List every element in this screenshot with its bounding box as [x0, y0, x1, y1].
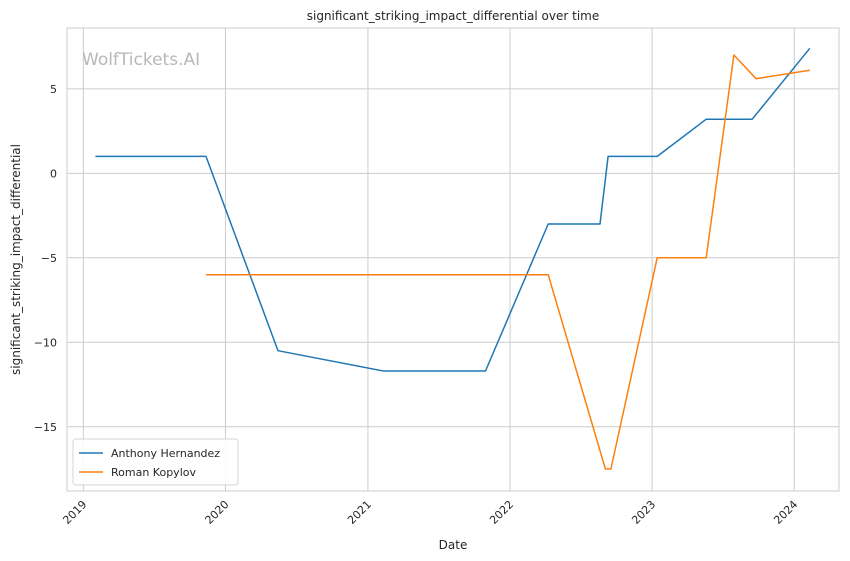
y-tick-label: 5 — [50, 83, 57, 96]
x-tick-label: 2022 — [487, 498, 516, 527]
series-line-roman-kopylov — [206, 54, 810, 470]
plot-area-frame — [66, 27, 840, 492]
y-tick-label: −15 — [34, 421, 57, 434]
x-tick-label: 2023 — [629, 498, 658, 527]
x-axis-label: Date — [439, 538, 468, 552]
y-tick-label: 0 — [50, 167, 57, 180]
x-tick-label: 2019 — [60, 498, 89, 527]
legend-box — [72, 438, 239, 486]
chart-title: significant_striking_impact_differential… — [307, 9, 599, 23]
legend: Anthony Hernandez Roman Kopylov — [72, 438, 239, 486]
watermark: WolfTickets.AI — [82, 50, 200, 70]
legend-label: Roman Kopylov — [111, 466, 196, 479]
legend-label: Anthony Hernandez — [111, 447, 220, 460]
x-tick-label: 2024 — [771, 498, 800, 527]
x-tick-labels: 2019 2020 2021 2022 2023 2024 — [60, 498, 800, 527]
y-tick-label: −5 — [41, 252, 57, 265]
grid — [67, 28, 839, 491]
series-line-anthony-hernandez — [95, 47, 811, 372]
y-tick-label: −10 — [34, 336, 57, 349]
series-lines — [95, 47, 811, 470]
x-tick-label: 2020 — [203, 498, 232, 527]
y-tick-labels: 5 0 −5 −10 −15 — [34, 83, 57, 434]
x-tick-label: 2021 — [345, 498, 374, 527]
y-axis-label: significant_striking_impact_differential — [9, 144, 23, 375]
